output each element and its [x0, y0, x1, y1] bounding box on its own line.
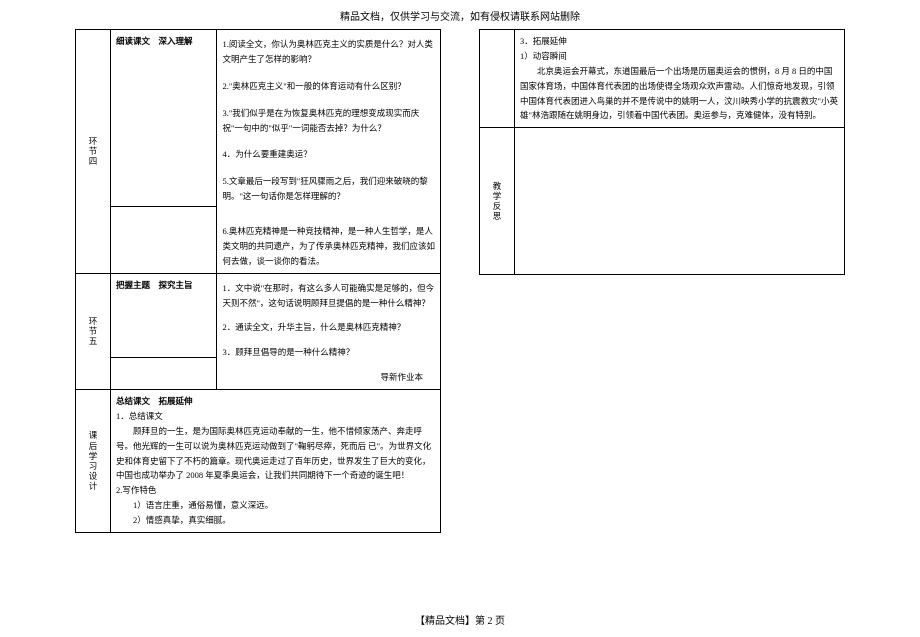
homework-label: 导新作业本 [222, 370, 435, 385]
left-table: 环节四 细读课文 深入理解 1.阅读全文，你认为奥林匹克主义的实质是什么？对人类… [75, 29, 441, 533]
section-title-cell: 细读课文 深入理解 [111, 30, 217, 207]
body-text: 北京奥运会开幕式，东道国最后一个出场是历届奥运会的惯例，8 月 8 日的中国国家… [520, 64, 839, 124]
left-column: 环节四 细读课文 深入理解 1.阅读全文，你认为奥林匹克主义的实质是什么？对人类… [75, 29, 441, 533]
subsection-title: 1）动容瞬间 [520, 49, 839, 64]
subsection-title: 2.写作特色 [116, 483, 435, 498]
body-text: 2）情感真挚，真实细腻。 [116, 513, 435, 528]
question-text: 5.文章最后一段写到"狂风骤雨之后，我们迎来破晓的黎明。"这一句话你是怎样理解的… [222, 174, 435, 204]
question-text: 2．通读全文，升华主旨，什么是奥林匹克精神？ [222, 320, 435, 335]
question-text: 3．顾拜旦倡导的是一种什么精神？ [222, 345, 435, 360]
empty-label-cell [480, 30, 515, 128]
page-header: 精品文档，仅供学习与交流，如有侵权请联系网站删除 [0, 0, 920, 29]
section-label: 课后学习设计 [76, 390, 111, 533]
section-content: 总结课文 拓展延伸 1．总结课文 顾拜旦的一生，是为国际奥林匹克运动奉献的一生，… [111, 390, 441, 533]
right-column: 3．拓展延伸 1）动容瞬间 北京奥运会开幕式，东道国最后一个出场是历届奥运会的惯… [479, 29, 845, 533]
question-text: 4．为什么要重建奥运？ [222, 147, 435, 162]
empty-content-cell [515, 128, 845, 275]
section-title: 把握主题 探究主旨 [116, 280, 193, 290]
empty-cell [111, 358, 217, 390]
section-title-cell: 把握主题 探究主旨 [111, 273, 217, 358]
body-text: 顾拜旦的一生，是为国际奥林匹克运动奉献的一生，他不惜倾家荡产、奔走呼号。他光辉的… [116, 424, 435, 484]
section-content: 1．文中说"在那时，有这么多人可能确实是足够的，但今天则不然"，这句话说明顾拜旦… [217, 273, 441, 389]
question-text: 1．文中说"在那时，有这么多人可能确实是足够的，但今天则不然"，这句话说明顾拜旦… [222, 281, 435, 311]
table-row: 课后学习设计 总结课文 拓展延伸 1．总结课文 顾拜旦的一生，是为国际奥林匹克运… [76, 390, 441, 533]
section-label: 环节四 [76, 30, 111, 274]
table-row: 教学反思 [480, 128, 845, 275]
question-text: 3."我们似乎是在为恢复奥林匹克的理想变成现实而庆祝"一句中的"似乎"一词能否去… [222, 106, 435, 136]
content-columns: 环节四 细读课文 深入理解 1.阅读全文，你认为奥林匹克主义的实质是什么？对人类… [0, 29, 920, 533]
section-title: 细读课文 深入理解 [116, 36, 193, 46]
body-text: 1）语言庄重，通俗易懂，意义深远。 [116, 498, 435, 513]
section-label: 环节五 [76, 273, 111, 389]
section-title: 总结课文 拓展延伸 [116, 394, 435, 409]
section-content: 1.阅读全文，你认为奥林匹克主义的实质是什么？对人类文明产生了怎样的影响？ 2.… [217, 30, 441, 274]
question-text: 6.奥林匹克精神是一种竞技精神，是一种人生哲学，是人类文明的共同遗产，为了传承奥… [222, 224, 435, 269]
table-row: 环节四 细读课文 深入理解 1.阅读全文，你认为奥林匹克主义的实质是什么？对人类… [76, 30, 441, 207]
subsection-title: 3．拓展延伸 [520, 34, 839, 49]
empty-cell [111, 206, 217, 273]
right-table: 3．拓展延伸 1）动容瞬间 北京奥运会开幕式，东道国最后一个出场是历届奥运会的惯… [479, 29, 845, 275]
table-row: 环节五 把握主题 探究主旨 1．文中说"在那时，有这么多人可能确实是足够的，但今… [76, 273, 441, 358]
question-text: 2."奥林匹克主义"和一般的体育运动有什么区别？ [222, 79, 435, 94]
section-content: 3．拓展延伸 1）动容瞬间 北京奥运会开幕式，东道国最后一个出场是历届奥运会的惯… [515, 30, 845, 128]
section-label: 教学反思 [480, 128, 515, 275]
table-row: 3．拓展延伸 1）动容瞬间 北京奥运会开幕式，东道国最后一个出场是历届奥运会的惯… [480, 30, 845, 128]
subsection-title: 1．总结课文 [116, 409, 435, 424]
question-text: 1.阅读全文，你认为奥林匹克主义的实质是什么？对人类文明产生了怎样的影响？ [222, 37, 435, 67]
page-footer: 【精品文档】第 2 页 [0, 612, 920, 627]
